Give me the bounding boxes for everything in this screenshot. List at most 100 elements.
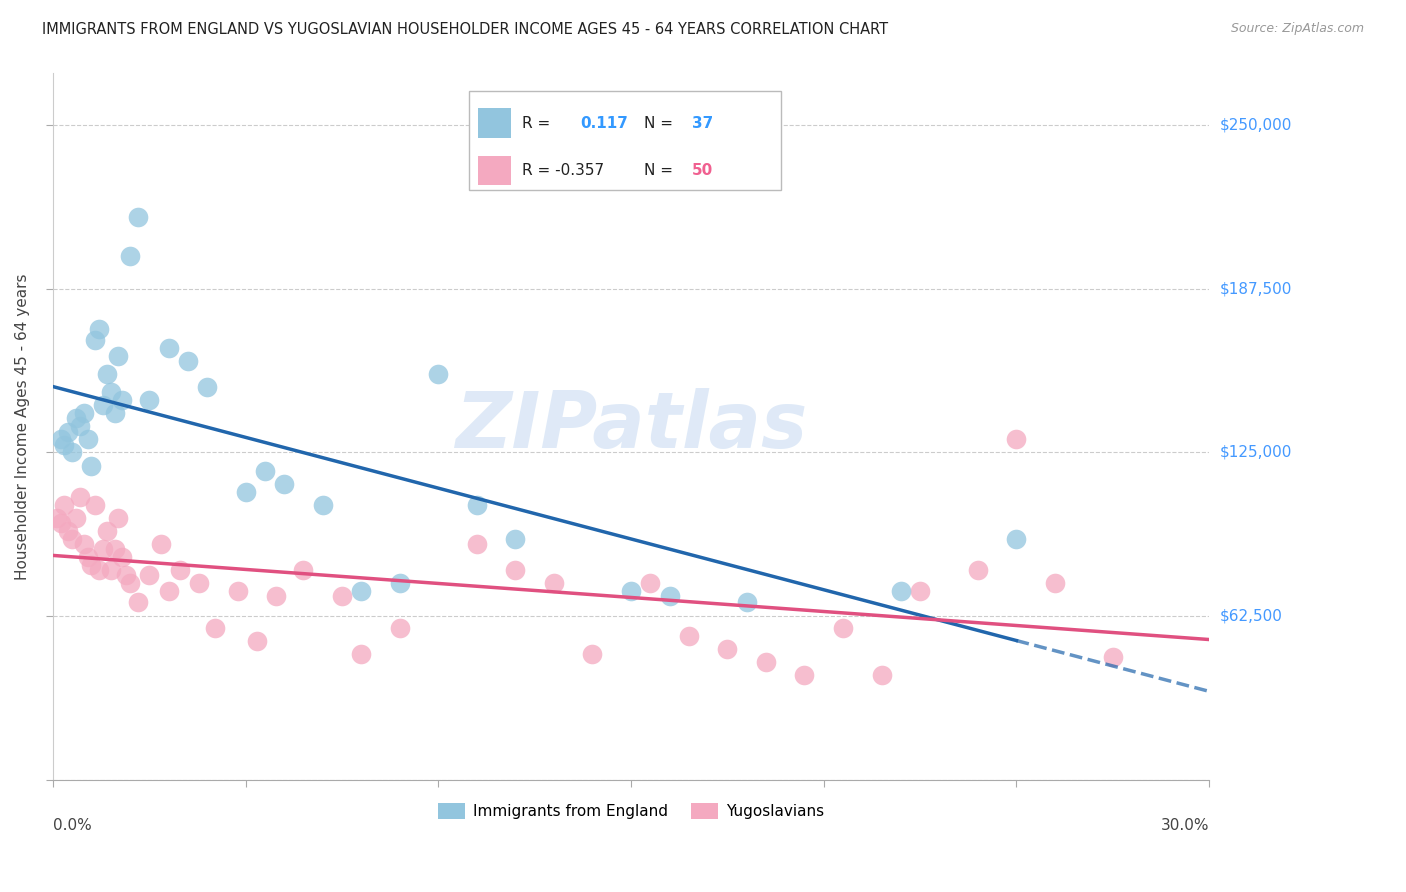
Point	[65, 411, 87, 425]
Point	[735, 595, 758, 609]
Text: N =: N =	[644, 116, 672, 130]
Point	[65, 511, 87, 525]
Point	[177, 354, 200, 368]
Point	[638, 576, 661, 591]
Point	[266, 590, 288, 604]
Text: ZIPatlas: ZIPatlas	[456, 388, 807, 465]
Text: IMMIGRANTS FROM ENGLAND VS YUGOSLAVIAN HOUSEHOLDER INCOME AGES 45 - 64 YEARS COR: IMMIGRANTS FROM ENGLAND VS YUGOSLAVIAN H…	[42, 22, 889, 37]
Point	[312, 498, 335, 512]
Point	[908, 584, 931, 599]
Point	[84, 333, 107, 347]
Point	[45, 511, 67, 525]
Point	[253, 464, 276, 478]
Point	[465, 537, 488, 551]
Point	[100, 385, 122, 400]
Point	[118, 249, 141, 263]
Point	[658, 590, 681, 604]
Point	[76, 433, 98, 447]
Point	[966, 563, 988, 577]
Point	[118, 576, 141, 591]
Text: 37: 37	[692, 116, 713, 130]
Point	[100, 563, 122, 577]
Point	[49, 433, 72, 447]
Point	[1101, 649, 1123, 664]
Point	[350, 584, 373, 599]
Point	[890, 584, 912, 599]
Point	[678, 629, 700, 643]
Text: R = -0.357: R = -0.357	[522, 163, 605, 178]
Text: $62,500: $62,500	[1220, 608, 1284, 624]
Point	[330, 590, 353, 604]
Point	[169, 563, 191, 577]
Point	[111, 550, 134, 565]
Point	[127, 595, 149, 609]
Point	[84, 498, 107, 512]
Point	[505, 532, 527, 546]
Point	[226, 584, 249, 599]
Text: 0.0%: 0.0%	[53, 819, 91, 833]
Point	[73, 406, 96, 420]
Point	[111, 393, 134, 408]
Point	[273, 476, 295, 491]
Text: N =: N =	[644, 163, 672, 178]
Point	[188, 576, 211, 591]
Text: $250,000: $250,000	[1220, 118, 1292, 133]
Point	[73, 537, 96, 551]
Point	[103, 406, 125, 420]
Point	[69, 490, 91, 504]
Point	[350, 647, 373, 661]
Point	[58, 425, 80, 439]
Point	[755, 655, 778, 669]
Text: 50: 50	[692, 163, 713, 178]
Point	[427, 367, 450, 381]
Text: Source: ZipAtlas.com: Source: ZipAtlas.com	[1230, 22, 1364, 36]
Point	[80, 558, 103, 572]
Point	[505, 563, 527, 577]
Point	[69, 419, 91, 434]
Point	[96, 524, 118, 538]
Point	[543, 576, 565, 591]
Point	[235, 484, 257, 499]
Point	[465, 498, 488, 512]
Point	[107, 349, 129, 363]
Point	[832, 621, 855, 635]
Point	[107, 511, 129, 525]
Point	[91, 398, 114, 412]
Point	[870, 668, 893, 682]
Point	[1043, 576, 1066, 591]
Point	[1005, 532, 1028, 546]
Point	[91, 542, 114, 557]
Point	[1005, 433, 1028, 447]
Point	[246, 634, 269, 648]
Point	[157, 584, 180, 599]
Point	[195, 380, 218, 394]
Point	[89, 322, 111, 336]
Point	[115, 568, 138, 582]
Text: 0.117: 0.117	[581, 116, 628, 130]
Y-axis label: Householder Income Ages 45 - 64 years: Householder Income Ages 45 - 64 years	[15, 273, 30, 580]
Point	[138, 393, 160, 408]
FancyBboxPatch shape	[478, 156, 510, 186]
Point	[620, 584, 643, 599]
Point	[716, 641, 738, 656]
Point	[49, 516, 72, 530]
Point	[149, 537, 172, 551]
Text: 30.0%: 30.0%	[1160, 819, 1209, 833]
Point	[204, 621, 226, 635]
Point	[581, 647, 603, 661]
Point	[60, 532, 83, 546]
Point	[157, 341, 180, 355]
Point	[53, 498, 76, 512]
Point	[96, 367, 118, 381]
Point	[388, 576, 411, 591]
Point	[292, 563, 315, 577]
Point	[127, 210, 149, 224]
Point	[76, 550, 98, 565]
Point	[80, 458, 103, 473]
Text: $187,500: $187,500	[1220, 281, 1292, 296]
FancyBboxPatch shape	[470, 91, 782, 190]
Point	[58, 524, 80, 538]
Point	[388, 621, 411, 635]
Point	[103, 542, 125, 557]
Point	[138, 568, 160, 582]
